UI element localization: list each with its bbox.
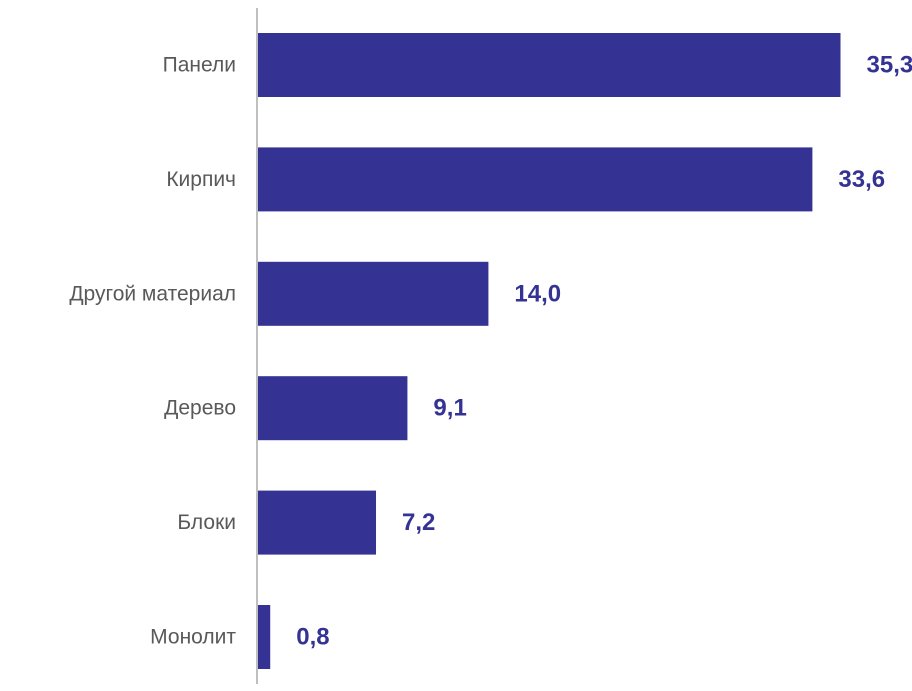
- bar-1: [257, 147, 813, 212]
- bar-2: [257, 261, 489, 326]
- bar-0: [257, 33, 841, 97]
- category-label: Другой материал: [69, 282, 236, 305]
- bar-3: [257, 376, 408, 441]
- value-label: 14,0: [514, 280, 561, 307]
- category-label: Монолит: [150, 626, 236, 649]
- bar-5: [257, 605, 271, 669]
- category-label: Кирпич: [166, 168, 236, 191]
- value-label: 0,8: [296, 624, 329, 651]
- category-label: Дерево: [164, 397, 236, 420]
- bars-layer: [257, 33, 841, 669]
- value-label: 33,6: [838, 166, 885, 193]
- value-label: 35,3: [867, 52, 912, 79]
- value-label: 9,1: [433, 395, 466, 422]
- bar-4: [257, 490, 377, 555]
- labels-layer: Панели 35,3 Кирпич 33,6 Другой материал 14,0 Д…: [69, 52, 912, 651]
- category-label: Панели: [163, 54, 236, 77]
- value-label: 7,2: [402, 509, 435, 536]
- category-label: Блоки: [177, 511, 236, 534]
